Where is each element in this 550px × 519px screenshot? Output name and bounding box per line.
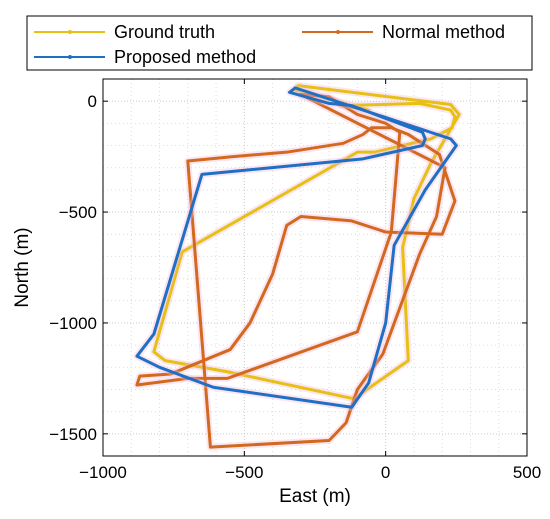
x-axis-label: East (m) (279, 486, 351, 507)
x-tick-label: −1000 (79, 463, 127, 482)
plot-area-frame (102, 78, 528, 457)
series-layer (133, 82, 463, 451)
legend-marker-ground-truth (68, 30, 72, 34)
legend-marker-normal-method (336, 30, 340, 34)
legend: Ground truth Normal method Proposed method (26, 15, 533, 71)
x-tick-label: 0 (381, 463, 390, 482)
legend-label-proposed-method: Proposed method (114, 47, 256, 67)
legend-box (26, 15, 533, 71)
legend-marker-proposed-method (68, 55, 72, 59)
legend-label-ground-truth: Ground truth (114, 22, 215, 42)
x-tick-label: −500 (225, 463, 263, 482)
ticks: −1000 −500 0 500 0 −500 −1000 −1500 (49, 79, 541, 482)
y-tick-label: −500 (59, 203, 97, 222)
series-line-ground-truth (152, 84, 461, 400)
y-tick-label: −1500 (49, 425, 97, 444)
legend-label-normal-method: Normal method (382, 22, 505, 42)
y-tick-label: 0 (88, 92, 97, 111)
y-tick-label: −1000 (49, 314, 97, 333)
x-tick-label: 500 (513, 463, 541, 482)
series-line-proposed-method (135, 86, 458, 409)
series-line-normal-method (135, 93, 457, 449)
y-axis-label: North (m) (12, 227, 33, 307)
